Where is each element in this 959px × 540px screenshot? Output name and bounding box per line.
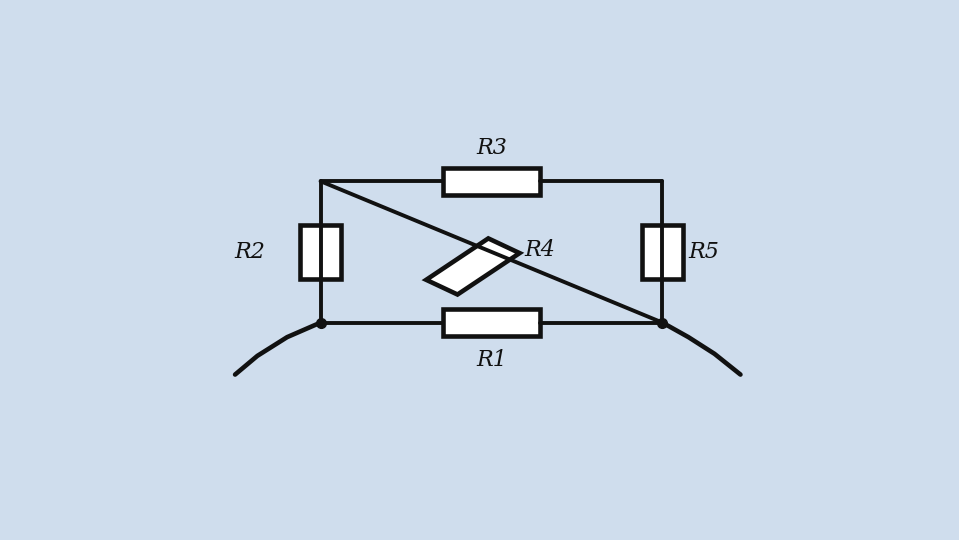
Bar: [642, 225, 683, 279]
Text: R5: R5: [688, 241, 718, 263]
Bar: [443, 168, 540, 195]
Text: R2: R2: [235, 241, 266, 263]
Text: R3: R3: [476, 137, 507, 159]
Text: R1: R1: [476, 349, 507, 371]
Bar: [300, 225, 341, 279]
Bar: [426, 238, 520, 294]
Bar: [443, 309, 540, 336]
Text: R4: R4: [525, 239, 555, 261]
